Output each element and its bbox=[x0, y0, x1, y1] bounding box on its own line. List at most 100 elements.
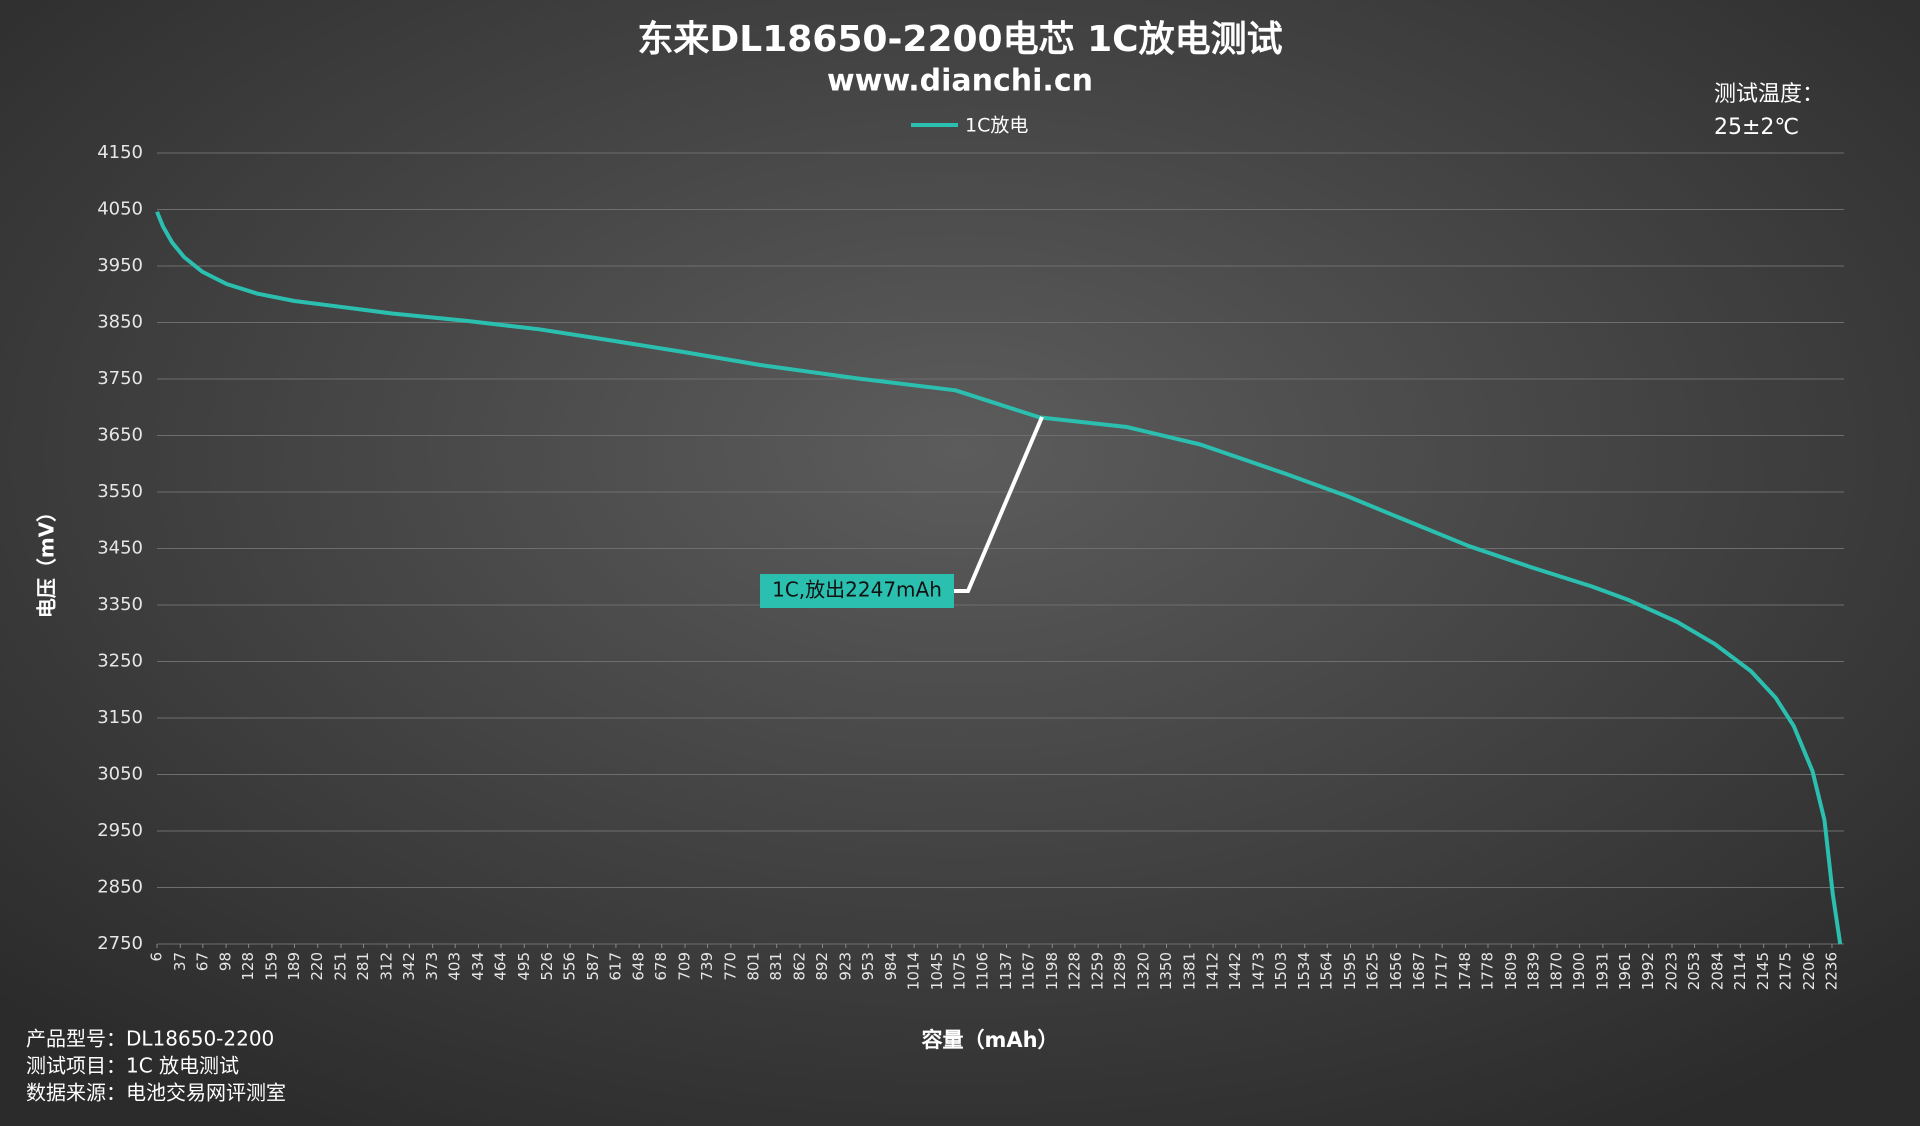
x-tick-label: 1931 bbox=[1593, 952, 1611, 990]
x-tick-label: 1900 bbox=[1570, 952, 1588, 990]
x-tick-label: 1839 bbox=[1524, 952, 1542, 990]
x-tick-label: 1075 bbox=[950, 952, 968, 990]
x-tick-label: 1687 bbox=[1410, 952, 1428, 990]
x-tick-label: 189 bbox=[285, 952, 303, 981]
y-tick-label: 3750 bbox=[97, 368, 143, 389]
x-tick-label: 1320 bbox=[1134, 952, 1152, 990]
x-tick-label: 526 bbox=[538, 952, 556, 981]
x-tick-label: 1412 bbox=[1204, 952, 1222, 990]
x-tick-label: 1534 bbox=[1295, 952, 1313, 990]
y-tick-label: 3450 bbox=[97, 538, 143, 559]
y-tick-label: 3550 bbox=[97, 481, 143, 502]
x-tick-label: 739 bbox=[698, 952, 716, 981]
x-tick-label: 1809 bbox=[1502, 952, 1520, 990]
x-tick-label: 1137 bbox=[997, 952, 1015, 990]
x-tick-label: 1992 bbox=[1639, 952, 1657, 990]
temperature-note: 25±2℃ bbox=[1714, 115, 1799, 140]
x-tick-label: 1961 bbox=[1616, 952, 1634, 990]
x-tick-label: 220 bbox=[308, 952, 326, 981]
x-tick-label: 1350 bbox=[1157, 952, 1175, 990]
x-tick-label: 1045 bbox=[928, 952, 946, 990]
x-tick-label: 923 bbox=[836, 952, 854, 981]
x-tick-label: 6 bbox=[148, 952, 166, 962]
x-tick-label: 831 bbox=[767, 952, 785, 981]
x-tick-label: 2175 bbox=[1777, 952, 1795, 990]
x-tick-label: 556 bbox=[561, 952, 579, 981]
footer-note: 数据来源：电池交易网评测室 bbox=[26, 1081, 286, 1105]
x-tick-label: 2114 bbox=[1731, 952, 1749, 990]
x-tick-label: 648 bbox=[630, 952, 648, 981]
x-tick-label: 281 bbox=[354, 952, 372, 981]
y-tick-label: 2750 bbox=[97, 933, 143, 954]
x-tick-label: 1442 bbox=[1226, 952, 1244, 990]
y-tick-label: 3650 bbox=[97, 425, 143, 446]
x-tick-label: 2145 bbox=[1754, 952, 1772, 990]
x-tick-label: 1259 bbox=[1089, 952, 1107, 990]
x-tick-label: 1778 bbox=[1478, 952, 1496, 990]
x-tick-label: 1748 bbox=[1456, 952, 1474, 990]
annotation-box bbox=[760, 574, 954, 608]
x-tick-label: 128 bbox=[239, 952, 257, 981]
y-tick-label: 2950 bbox=[97, 820, 143, 841]
x-tick-label: 251 bbox=[332, 952, 350, 981]
x-tick-label: 953 bbox=[859, 952, 877, 981]
temperature-note: 测试温度： bbox=[1714, 82, 1824, 107]
legend-label: 1C放电 bbox=[965, 115, 1028, 137]
x-tick-label: 37 bbox=[171, 952, 189, 971]
chart-subtitle: www.dianchi.cn bbox=[827, 64, 1093, 99]
x-axis-label: 容量（mAh） bbox=[921, 1028, 1058, 1052]
x-tick-label: 1106 bbox=[974, 952, 992, 990]
y-axis-label: 电压（mV） bbox=[35, 502, 59, 618]
data-line bbox=[155, 211, 1843, 945]
x-tick-label: 403 bbox=[446, 952, 464, 981]
x-tick-label: 1595 bbox=[1341, 952, 1359, 990]
x-tick-label: 2206 bbox=[1800, 952, 1818, 990]
x-tick-label: 1656 bbox=[1387, 952, 1405, 990]
x-tick-label: 770 bbox=[721, 952, 739, 981]
x-tick-label: 892 bbox=[813, 952, 831, 981]
y-tick-label: 3250 bbox=[97, 651, 143, 672]
x-tick-label: 2023 bbox=[1662, 952, 1680, 990]
x-tick-label: 587 bbox=[584, 952, 602, 981]
y-tick-label: 2850 bbox=[97, 877, 143, 898]
x-tick-label: 159 bbox=[262, 952, 280, 981]
annotation: 1C,放出2247mAh bbox=[772, 578, 942, 602]
y-tick-label: 4150 bbox=[97, 142, 143, 163]
x-tick-label: 2084 bbox=[1708, 952, 1726, 990]
x-tick-label: 862 bbox=[790, 952, 808, 981]
y-tick-label: 3850 bbox=[97, 312, 143, 333]
x-tick-label: 495 bbox=[515, 952, 533, 981]
x-tick-label: 1473 bbox=[1249, 952, 1267, 990]
x-tick-label: 801 bbox=[745, 952, 763, 981]
x-tick-label: 1717 bbox=[1433, 952, 1451, 990]
x-tick-label: 1870 bbox=[1548, 952, 1566, 990]
x-tick-label: 1289 bbox=[1111, 952, 1129, 990]
x-tick-label: 1198 bbox=[1043, 952, 1061, 990]
footer-note: 测试项目：1C 放电测试 bbox=[26, 1054, 239, 1078]
y-tick-label: 4050 bbox=[97, 199, 143, 220]
x-tick-label: 434 bbox=[469, 952, 487, 981]
x-tick-label: 373 bbox=[423, 952, 441, 981]
y-tick-label: 3150 bbox=[97, 707, 143, 728]
annotation-leader bbox=[954, 416, 1044, 593]
y-tick-label: 3350 bbox=[97, 594, 143, 615]
x-tick-label: 1381 bbox=[1180, 952, 1198, 990]
x-tick-label: 1625 bbox=[1364, 952, 1382, 990]
x-tick-label: 984 bbox=[882, 952, 900, 981]
x-tick-label: 312 bbox=[377, 952, 395, 981]
y-tick-label: 3050 bbox=[97, 764, 143, 785]
x-tick-label: 342 bbox=[400, 952, 418, 981]
x-tick-label: 464 bbox=[492, 952, 510, 981]
x-tick-label: 67 bbox=[193, 952, 211, 971]
x-tick-label: 1014 bbox=[905, 952, 923, 990]
x-tick-label: 2053 bbox=[1685, 952, 1703, 990]
plot-area: 2750 2850 2950 3050 3150 3250 3350 3450 3550 3650… bbox=[97, 115, 1844, 990]
x-tick-label: 98 bbox=[217, 952, 235, 971]
x-tick-label: 678 bbox=[652, 952, 670, 981]
x-tick-label: 709 bbox=[676, 952, 694, 981]
x-tick-label: 1167 bbox=[1020, 952, 1038, 990]
x-tick-label: 1228 bbox=[1065, 952, 1083, 990]
